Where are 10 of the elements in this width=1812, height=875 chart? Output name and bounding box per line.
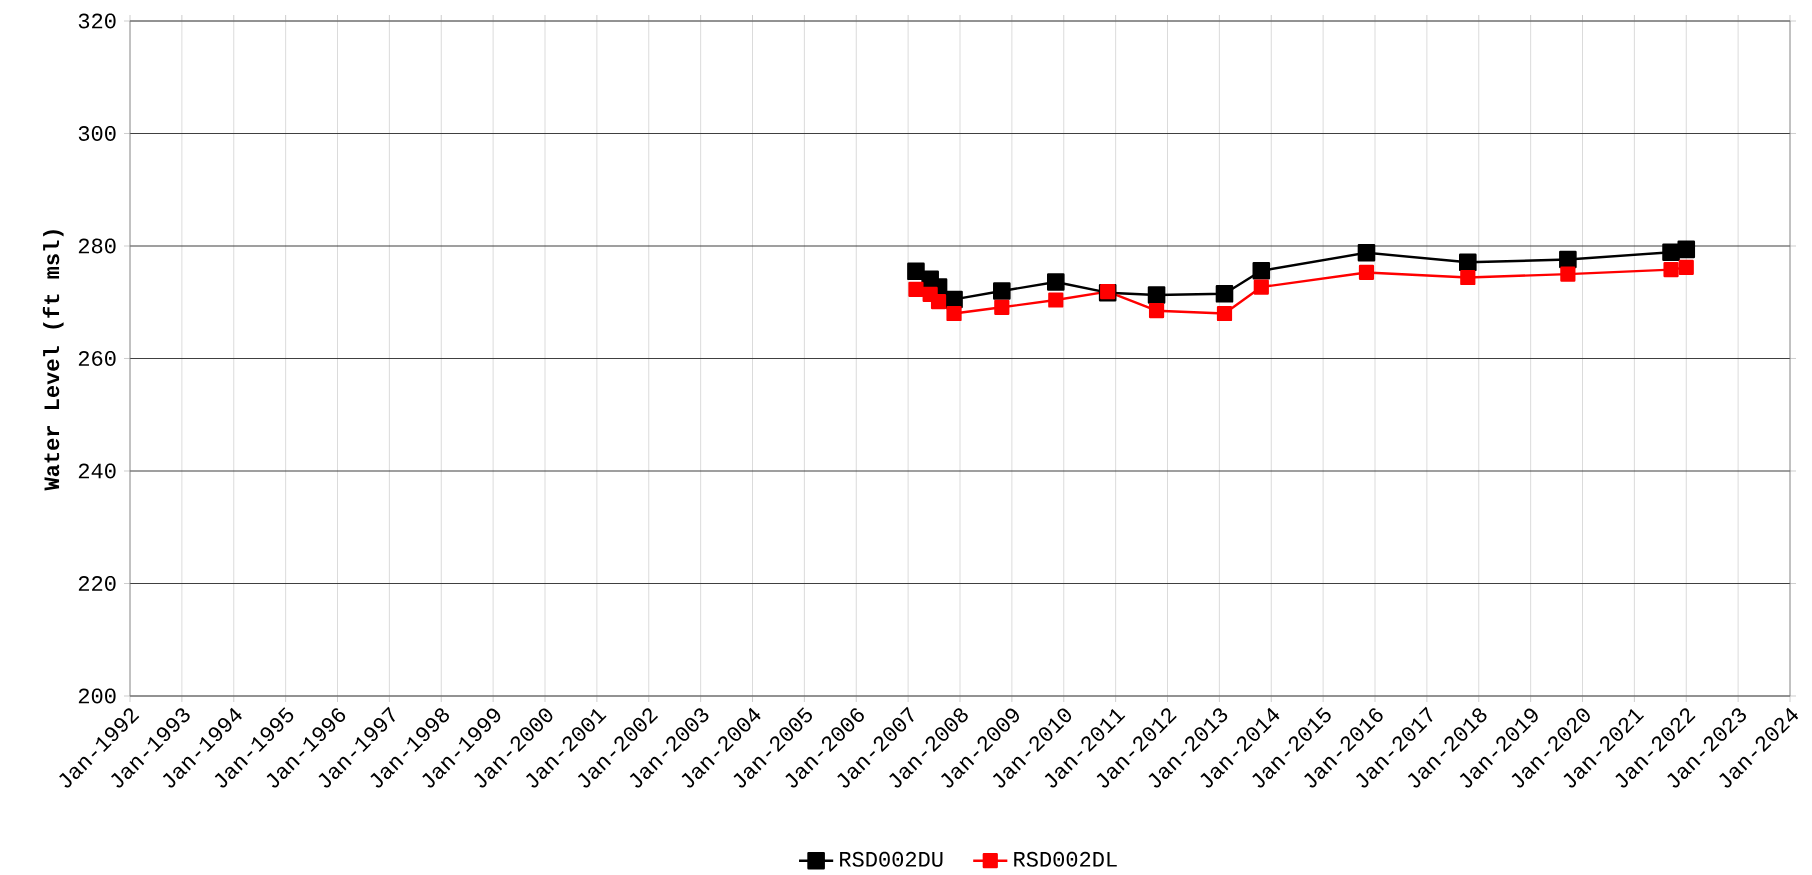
y-tick-label: 300 [78, 126, 116, 141]
y-tick-label: 280 [78, 238, 116, 254]
legend-label: RSD002DL [1014, 851, 1117, 867]
y-tick-label: 240 [78, 463, 116, 479]
legend-label: RSD002DU [840, 851, 943, 867]
y-axis-title: Water Level (ft msl) [42, 230, 64, 491]
y-tick-label: 220 [78, 576, 116, 591]
y-tick-label: 260 [78, 351, 116, 366]
y-tick-label: 200 [78, 688, 116, 704]
y-tick-label: 320 [78, 13, 116, 29]
